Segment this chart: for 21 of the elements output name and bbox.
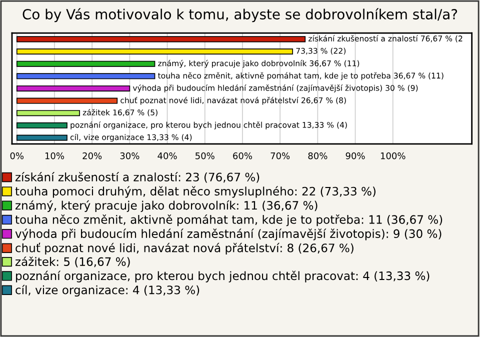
legend-label: výhoda při budoucím hledání zaměstnání (zajímavější životopis): 9 (30 %) — [15, 228, 442, 240]
x-tick-label: 60% — [233, 152, 252, 160]
x-tick-label: 90% — [346, 152, 365, 160]
x-tick-label: 30% — [120, 152, 140, 160]
legend-label: cíl, vize organizace: 4 (13,33 %) — [16, 284, 200, 297]
x-tick-label: 50% — [196, 152, 214, 160]
legend-label: touha pomoci druhým, dělat něco smysluplného: 22 (73,33 %) — [15, 186, 376, 198]
x-tick-label: 0% — [10, 152, 24, 160]
x-tick-label: 80% — [308, 152, 328, 160]
x-tick-label: 100% — [380, 152, 406, 160]
legend-label: získání zkušeností a znalostí: 23 (76,67 %) — [15, 172, 260, 183]
x-tick-label: 10% — [45, 152, 64, 160]
legend-label: poznání organizace, pro kterou bych jednou chtěl pracovat: 4 (13,33 %) — [16, 270, 430, 282]
x-tick-label: 20% — [82, 152, 102, 160]
legend-label: touha něco změnit, aktivně pomáhat tam, kde je to potřeba: 11 (36,67 %) — [15, 214, 442, 226]
x-tick-label: 70% — [270, 152, 290, 160]
legend-label: zážitek: 5 (16,67 %) — [15, 256, 130, 268]
chart-title: Co by Vás motivovalo k tomu, abyste se dobrovolníkem stal/a? — [22, 8, 458, 22]
legend-label: chuť poznat nové lidi, navázat nová přátelství: 8 (26,67 %) — [16, 242, 354, 255]
legend-label: známý, který pracuje jako dobrovolník: 11 (36,67 %) — [15, 200, 318, 212]
x-tick-label: 40% — [158, 152, 177, 160]
